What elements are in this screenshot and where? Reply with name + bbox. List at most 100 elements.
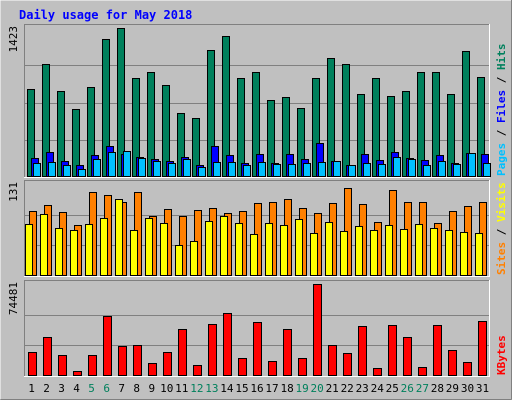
day-label-7: 7	[118, 382, 125, 395]
pages-bar-day-17	[273, 164, 281, 177]
kbytes-bar-day-24	[373, 368, 382, 376]
visits-bar-day-5	[85, 224, 93, 276]
visits-bar-day-4	[70, 230, 78, 276]
pages-bar-day-20	[318, 162, 326, 177]
pages-bar-day-27	[423, 165, 431, 177]
pages-bar-day-12	[198, 167, 206, 177]
hits-bar-day-15	[237, 78, 245, 177]
kbytes-bar-day-25	[388, 325, 397, 376]
day-label-3: 3	[58, 382, 65, 395]
day-label-16: 16	[250, 382, 263, 395]
kbytes-panel: 74481 KBytes	[7, 280, 508, 377]
day-label-8: 8	[133, 382, 140, 395]
scale-max-label: 131	[7, 182, 20, 202]
day-label-4: 4	[73, 382, 80, 395]
legend-entry-files: Files	[495, 90, 508, 123]
pages-bar-day-5	[93, 159, 101, 177]
day-label-27: 27	[416, 382, 429, 395]
day-label-12: 12	[190, 382, 203, 395]
day-label-2: 2	[43, 382, 50, 395]
pages-bar-day-3	[63, 165, 71, 177]
day-label-30: 30	[461, 382, 474, 395]
visits-bar-day-14	[220, 216, 228, 276]
legend-visits-sites: Sites / Visits	[495, 182, 508, 275]
visits-bar-day-31	[475, 233, 483, 276]
pages-bar-day-23	[363, 163, 371, 177]
kbytes-bar-day-15	[238, 358, 247, 376]
visits-bar-day-9	[145, 218, 153, 276]
visits-bar-day-19	[295, 219, 303, 276]
day-label-22: 22	[341, 382, 354, 395]
scale-max-label: 1423	[7, 26, 20, 53]
visits-bar-day-24	[370, 230, 378, 276]
kbytes-bar-day-23	[358, 326, 367, 376]
day-label-11: 11	[175, 382, 188, 395]
hits-bar-day-22	[342, 64, 350, 177]
day-label-25: 25	[386, 382, 399, 395]
kbytes-bar-day-1	[28, 352, 37, 376]
visits-bar-day-8	[130, 230, 138, 276]
visits-bar-day-10	[160, 223, 168, 276]
visits-bar-day-12	[190, 241, 198, 276]
visits-bar-day-28	[430, 228, 438, 276]
kbytes-bar-day-30	[463, 362, 472, 376]
kbytes-bar-day-7	[118, 346, 127, 376]
day-label-5: 5	[88, 382, 95, 395]
visits-bar-day-26	[400, 229, 408, 276]
day-label-29: 29	[446, 382, 459, 395]
visits-bar-day-23	[355, 226, 363, 276]
kbytes-bar-day-19	[298, 358, 307, 376]
pages-bar-day-24	[378, 164, 386, 177]
visits-bar-day-3	[55, 228, 63, 276]
pages-bar-day-28	[438, 161, 446, 177]
visits-bar-day-29	[445, 230, 453, 276]
pages-bar-day-1	[33, 163, 41, 177]
kbytes-bar-day-10	[163, 352, 172, 376]
kbytes-bar-day-12	[193, 365, 202, 376]
visits-bar-day-20	[310, 233, 318, 276]
kbytes-bar-day-5	[88, 355, 97, 376]
day-label-31: 31	[476, 382, 489, 395]
pages-bar-day-7	[123, 151, 131, 177]
day-axis-labels: 1 2 3 4 5 6 7 8 9 10 11 12 13 14 15 16 17 18 19 20 21 22 23 24 2…	[28, 382, 489, 395]
day-label-28: 28	[431, 382, 444, 395]
day-label-1: 1	[28, 382, 35, 395]
day-label-21: 21	[326, 382, 339, 395]
pages-bar-day-29	[453, 164, 461, 177]
chart-title: Daily usage for May 2018	[19, 8, 192, 22]
kbytes-bar-day-31	[478, 321, 487, 376]
legend-entry-sites: Sites	[495, 242, 508, 275]
hits-bar-day-21	[327, 58, 335, 177]
kbytes-bar-day-14	[223, 313, 232, 376]
kbytes-bar-day-17	[268, 361, 277, 376]
pages-bar-day-9	[153, 161, 161, 177]
pages-bar-day-14	[228, 162, 236, 177]
pages-bar-day-19	[303, 163, 311, 177]
kbytes-bar-day-11	[178, 329, 187, 376]
kbytes-bar-day-6	[103, 316, 112, 376]
day-label-10: 10	[160, 382, 173, 395]
pages-bar-day-2	[48, 162, 56, 177]
visits-bar-day-30	[460, 232, 468, 276]
visits-sites-panel: 131 Sites / Visits	[7, 180, 508, 277]
kbytes-bar-day-8	[133, 345, 142, 376]
day-label-19: 19	[295, 382, 308, 395]
pages-bar-day-21	[333, 161, 341, 177]
legend-entry-visits: Visits	[495, 182, 508, 222]
visits-bar-day-27	[415, 224, 423, 276]
pages-bar-day-26	[408, 159, 416, 177]
kbytes-bar-day-9	[148, 363, 157, 376]
day-label-15: 15	[235, 382, 248, 395]
pages-bar-day-4	[78, 169, 86, 177]
legend-entry-pages: Pages	[495, 143, 508, 176]
pages-bar-day-31	[483, 163, 491, 177]
pages-bar-day-11	[183, 159, 191, 177]
visits-bar-day-7	[115, 199, 123, 276]
kbytes-bar-day-3	[58, 355, 67, 376]
visits-bar-day-18	[280, 225, 288, 276]
kbytes-bar-day-13	[208, 324, 217, 376]
visits-bar-day-15	[235, 223, 243, 276]
kbytes-bar-day-2	[43, 337, 52, 376]
day-label-6: 6	[103, 382, 110, 395]
scale-max-label: 74481	[7, 282, 20, 315]
